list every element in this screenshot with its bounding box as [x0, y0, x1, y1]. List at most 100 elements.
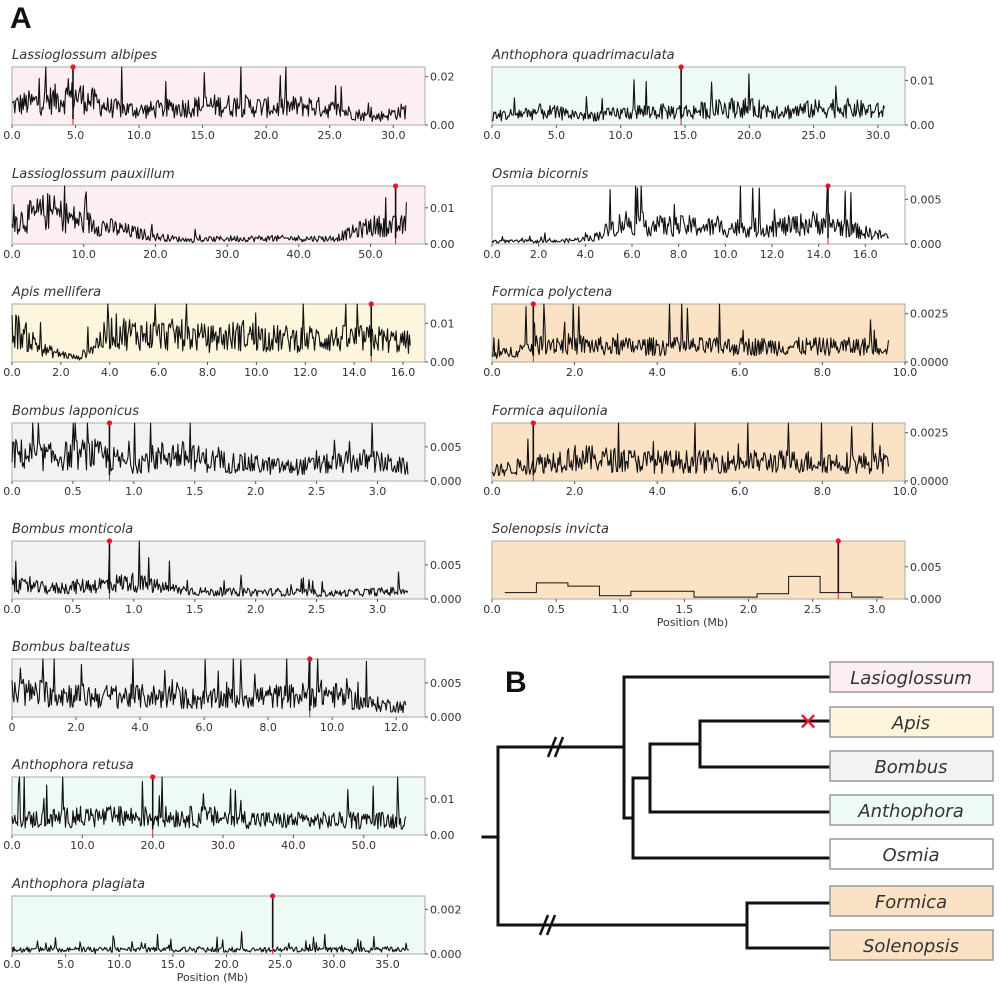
x-tick-label: 0.0	[3, 485, 21, 498]
x-tick-label: 0.0	[483, 485, 501, 498]
x-tick-label: 12.0	[293, 366, 318, 379]
x-tick-label: 0.0	[3, 248, 21, 261]
x-tick-label: 1.0	[125, 603, 143, 616]
x-tick-label: 1.5	[186, 603, 204, 616]
branch-apis-bombus	[648, 719, 832, 769]
peak-marker	[150, 774, 156, 780]
data-series	[11, 776, 407, 830]
branch-anthophora-clade	[631, 742, 832, 814]
y-tick-label: 0.00	[430, 238, 455, 251]
x-tick-label: 0.0	[3, 129, 21, 142]
y-tick-label: 0.0025	[910, 427, 949, 440]
x-tick-label: 10.0	[71, 248, 96, 261]
leaf-box	[829, 706, 994, 738]
y-tick-label: 0.0025	[910, 308, 949, 321]
x-tick-label: 2.5	[804, 603, 822, 616]
x-tick-label: 8.0	[259, 721, 277, 734]
chart-title: Anthophora plagiata	[11, 877, 145, 892]
chart-title: Apis mellifera	[11, 285, 101, 300]
chart-title: Bombus monticola	[12, 522, 133, 537]
x-tick-label: 10.0	[70, 839, 95, 852]
gene-loss-x-icon: ✕	[798, 708, 818, 736]
y-tick-label: 0.000	[910, 238, 942, 251]
leaf-box	[829, 929, 994, 961]
y-tick-label: 0.01	[430, 317, 455, 330]
x-axis-label: Position (Mb)	[657, 616, 728, 629]
chart-title: Anthophora quadrimaculata	[491, 48, 675, 63]
x-tick-label: 4.0	[577, 248, 595, 261]
x-tick-label: 10.0	[713, 248, 738, 261]
x-tick-label: 20.0	[737, 129, 762, 142]
leaf-apis: Apis	[829, 706, 994, 738]
chart-panel: Apis mellifera 0.0 2.0 4.0 6.0 8.0 10.0 12.0 14.…	[3, 285, 454, 379]
data-series	[11, 422, 409, 476]
y-tick-label: 0.000	[430, 593, 462, 606]
peak-marker	[106, 420, 113, 426]
x-tick-label: 25.0	[317, 129, 342, 142]
y-tick-label: 0.005	[430, 441, 462, 454]
x-tick-label: 10.0	[127, 129, 152, 142]
branch-inner	[622, 776, 832, 860]
x-tick-label: 0.0	[483, 603, 501, 616]
chart-title: Anthophora retusa	[11, 758, 134, 773]
leaf-solenopsis: Solenopsis	[829, 929, 994, 961]
plot-area	[491, 422, 906, 482]
chart-panel: Bombus balteatus 0 2.0 4.0 6.0 8.0 10.0 12.0 0.0…	[9, 640, 462, 734]
x-tick-label: 5.0	[67, 129, 85, 142]
chart-title: Osmia bicornis	[492, 167, 589, 182]
x-tick-label: 8.0	[814, 366, 832, 379]
chart-panel: Bombus monticola 0.0 0.5 1.0 1.5 2.0 2.5 3.0 0.0…	[3, 522, 461, 616]
x-tick-label: 25.0	[801, 129, 826, 142]
data-series	[491, 422, 890, 477]
y-tick-label: 0.0000	[910, 475, 949, 488]
y-tick-label: 0.01	[430, 202, 455, 215]
panel-a-charts: Lassioglossum albipes 0.0 5.0 10.0 15.0 20.0 2…	[3, 48, 948, 984]
plot-area	[491, 185, 906, 245]
peak-marker	[106, 538, 113, 544]
leaf-label: Formica	[875, 892, 947, 913]
y-tick-label: 0.00	[430, 829, 455, 842]
x-tick-label: 15.0	[673, 129, 698, 142]
peak-marker	[70, 64, 76, 70]
branch-ants	[496, 901, 832, 950]
x-tick-label: 0.5	[64, 485, 82, 498]
leaf-osmia: Osmia	[829, 838, 994, 870]
x-tick-label: 4.0	[648, 485, 666, 498]
x-tick-label: 0.5	[64, 603, 82, 616]
x-tick-label: 3.0	[369, 603, 387, 616]
y-tick-label: 0.000	[910, 593, 942, 606]
x-tick-label: 10.0	[893, 366, 918, 379]
peak-marker	[825, 183, 831, 189]
x-tick-label: 0.0	[483, 366, 501, 379]
x-tick-label: 40.0	[281, 839, 306, 852]
x-tick-label: 20.0	[254, 129, 279, 142]
peak-marker	[678, 64, 684, 70]
leaf-label: Solenopsis	[863, 936, 959, 957]
x-tick-label: 10.0	[244, 366, 269, 379]
y-tick-label: 0.0000	[910, 356, 949, 369]
x-tick-label: 1.0	[125, 485, 143, 498]
x-tick-label: 3.0	[868, 603, 886, 616]
x-tick-label: 2.5	[308, 603, 326, 616]
x-tick-label: 2.0	[52, 366, 70, 379]
leaf-bombus: Bombus	[829, 750, 994, 782]
y-tick-label: 0.000	[430, 711, 462, 724]
y-tick-label: 0.005	[910, 561, 942, 574]
peak-marker	[368, 301, 374, 307]
leaf-box	[829, 661, 994, 693]
y-tick-label: 0.005	[430, 559, 462, 572]
x-tick-label: 5.0	[548, 129, 566, 142]
x-tick-label: 20.0	[140, 839, 165, 852]
x-tick-label: 5.0	[57, 958, 75, 971]
data-series	[504, 575, 884, 598]
chart-title: Formica aquilonia	[492, 404, 608, 419]
y-tick-label: 0.02	[430, 71, 455, 84]
y-tick-label: 0.01	[910, 74, 935, 87]
x-tick-label: 30.0	[215, 248, 240, 261]
x-tick-label: 20.0	[214, 958, 239, 971]
peak-marker	[393, 183, 399, 189]
x-tick-label: 0.0	[3, 366, 21, 379]
data-series	[11, 303, 411, 361]
